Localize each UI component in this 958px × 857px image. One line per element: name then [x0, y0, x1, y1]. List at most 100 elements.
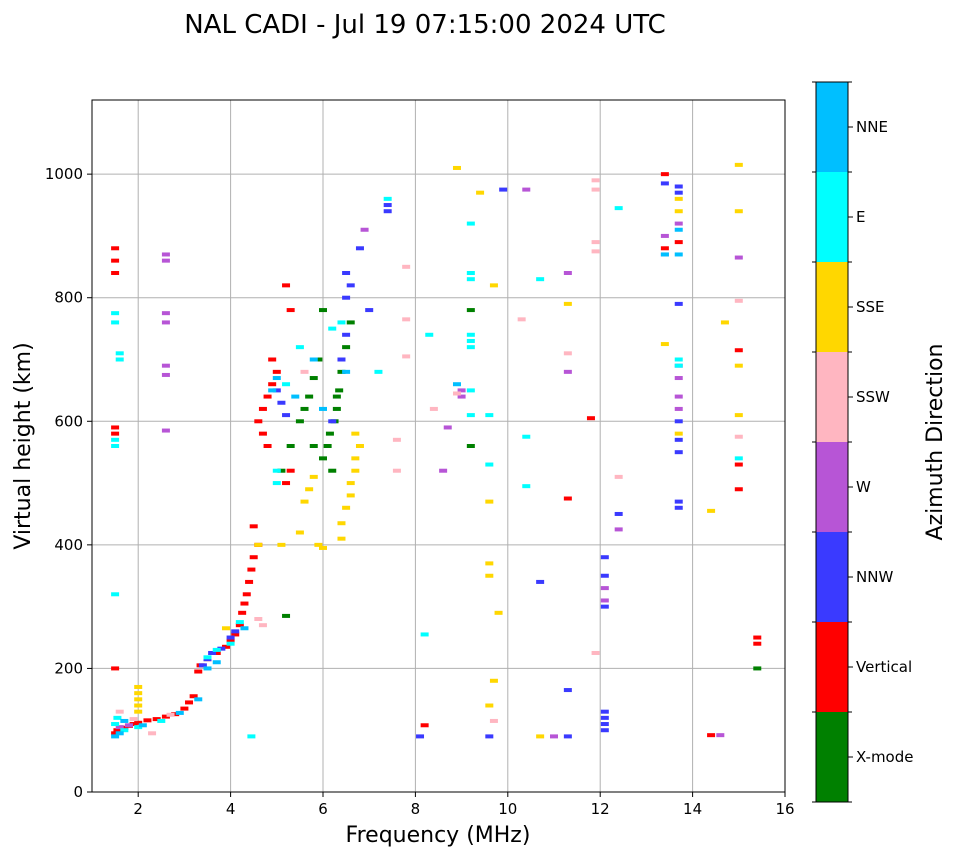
- data-point: [134, 725, 143, 730]
- data-point: [235, 620, 244, 625]
- data-point: [674, 227, 683, 232]
- data-point: [319, 456, 327, 461]
- y-tick-label: 400: [54, 536, 83, 554]
- data-point: [600, 728, 609, 733]
- data-point: [489, 283, 498, 288]
- data-point: [346, 481, 355, 486]
- data-point: [332, 406, 341, 411]
- data-point: [342, 271, 351, 275]
- data-point: [674, 252, 683, 257]
- data-point: [753, 666, 762, 671]
- grid-lines: [92, 100, 786, 793]
- data-point: [124, 723, 133, 728]
- data-point: [217, 646, 226, 651]
- data-point: [111, 431, 120, 436]
- data-point: [563, 351, 572, 356]
- data-point: [319, 545, 327, 550]
- data-point: [600, 722, 609, 727]
- data-point: [272, 388, 281, 393]
- series-vertical: [111, 172, 762, 738]
- data-point: [429, 406, 438, 411]
- data-point: [499, 187, 508, 192]
- data-point: [113, 715, 122, 720]
- data-point: [134, 703, 143, 708]
- data-point: [282, 382, 291, 387]
- data-point: [563, 734, 572, 739]
- data-point: [111, 731, 120, 736]
- data-point: [161, 258, 170, 263]
- colorbar-label: Azimuth Direction: [923, 343, 948, 540]
- data-point: [360, 227, 369, 232]
- data-point: [282, 613, 291, 618]
- data-point: [674, 450, 683, 455]
- data-point: [466, 338, 475, 343]
- data-point: [235, 623, 244, 628]
- data-point: [563, 496, 572, 501]
- data-point: [161, 372, 170, 377]
- data-point: [402, 317, 411, 322]
- data-point: [674, 209, 683, 214]
- x-tick-label: 12: [591, 800, 610, 818]
- data-point: [337, 320, 346, 325]
- data-point: [522, 187, 531, 192]
- data-point: [536, 579, 545, 584]
- data-point: [457, 388, 466, 393]
- data-point: [374, 369, 383, 374]
- plot-area: [91, 99, 786, 793]
- colorbar-tick-label: W: [856, 478, 871, 496]
- data-point: [536, 734, 545, 739]
- y-tick-label: 600: [54, 412, 83, 430]
- colorbar-segment: [816, 262, 848, 352]
- data-point: [286, 444, 295, 448]
- data-point: [674, 505, 683, 510]
- colorbar-tick-label: NNE: [856, 118, 888, 136]
- data-point: [120, 725, 129, 730]
- data-point: [466, 271, 475, 275]
- data-point: [342, 369, 351, 374]
- data-point: [614, 206, 623, 211]
- data-point: [120, 728, 129, 733]
- data-point: [485, 499, 494, 504]
- data-point: [337, 369, 346, 374]
- data-point: [268, 388, 277, 393]
- data-point: [277, 542, 286, 547]
- series-nne: [111, 227, 683, 739]
- data-point: [674, 363, 683, 368]
- data-point: [614, 474, 623, 479]
- data-point: [282, 413, 291, 418]
- data-point: [466, 277, 475, 282]
- x-tick-label: 10: [498, 800, 517, 818]
- colorbar-tick-label: NNW: [856, 568, 893, 586]
- data-point: [674, 184, 683, 189]
- data-point: [194, 697, 203, 702]
- data-point: [734, 298, 743, 303]
- data-point: [203, 666, 212, 671]
- data-point: [180, 706, 189, 711]
- colorbar-segment: [816, 352, 848, 442]
- x-tick-label: 16: [775, 800, 794, 818]
- series-ssw: [115, 178, 743, 736]
- data-point: [674, 419, 683, 424]
- y-tick-label: 0: [73, 783, 83, 801]
- data-point: [152, 717, 161, 722]
- series-nnw: [198, 181, 683, 739]
- data-point: [242, 592, 251, 597]
- data-point: [240, 626, 249, 631]
- data-point: [319, 406, 327, 411]
- data-point: [258, 431, 267, 436]
- data-point: [328, 326, 337, 331]
- data-point: [198, 663, 207, 668]
- data-point: [600, 709, 609, 714]
- data-point: [660, 252, 669, 257]
- colorbar: X-mode Vertical NNW W SSW SSE E NNE: [812, 81, 913, 803]
- data-point: [563, 369, 572, 374]
- x-tick-label: 8: [411, 800, 421, 818]
- data-point: [383, 203, 392, 208]
- data-point: [342, 295, 351, 300]
- data-point: [600, 586, 609, 591]
- data-point: [563, 301, 572, 306]
- data-point: [161, 714, 170, 719]
- data-point: [734, 434, 743, 439]
- data-point: [425, 332, 434, 337]
- colorbar-tick-label: X-mode: [856, 748, 913, 766]
